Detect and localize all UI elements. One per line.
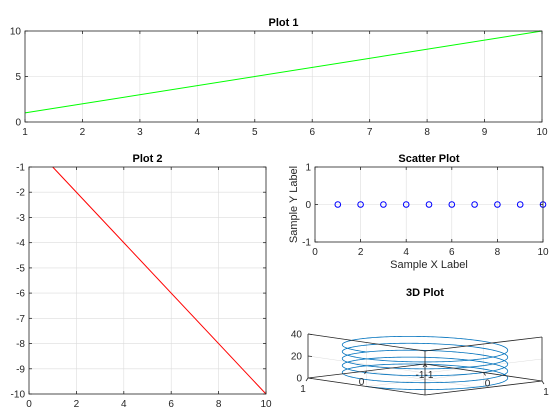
plot-3d-x-tick xyxy=(541,380,545,385)
plot-3d-z-tick xyxy=(307,355,313,357)
plot-3d-z-tick xyxy=(307,333,313,335)
scatter-plot-point xyxy=(494,201,501,208)
plot-1-y-tick-label: 5 xyxy=(15,72,21,83)
plot-3d-box-edge xyxy=(307,333,426,352)
scatter-plot-y-axis-label: Sample Y Label xyxy=(288,166,300,243)
plot-2-x-tick-label: 8 xyxy=(216,399,222,410)
plot-2-axes-background xyxy=(29,167,266,394)
plot-1-y-tick-label: 0 xyxy=(15,118,21,129)
scatter-plot-x-tick-label: 6 xyxy=(449,247,455,258)
scatter-plot-y-tick-label: 1 xyxy=(305,163,311,174)
scatter-plot-x-tick-label: 4 xyxy=(403,247,409,258)
plot-2-data xyxy=(52,166,267,395)
plot-1: 1 2 3 4 5 6 7 8 9 10 0 5 10 Plot 1 xyxy=(10,17,548,138)
plot-1-x-tick-label: 4 xyxy=(195,127,201,138)
plot-2-title: Plot 2 xyxy=(133,153,163,165)
plot-3d-box-edge xyxy=(424,336,543,352)
plot-2-x-tick-label: 6 xyxy=(168,399,174,410)
scatter-plot-x-tick-label: 2 xyxy=(358,247,364,258)
plot-2-x-tick-label: 10 xyxy=(260,399,272,410)
scatter-plot-y-tick-label: -1 xyxy=(302,238,311,249)
plot-3d-x-tick-label: 1 xyxy=(543,387,549,398)
plot-2-x-tick-label: 0 xyxy=(26,399,32,410)
scatter-plot-point xyxy=(380,201,387,208)
plot-2-y-tick-label: -6 xyxy=(16,289,25,300)
plot-2-y-tick-label: -10 xyxy=(11,390,26,401)
plot-2: 0 2 4 6 8 10 -10 -9 -8 -7 -6 -5 -4 -3 -2 -1 Plot 2 xyxy=(11,153,272,410)
plot-3d-x-tick xyxy=(483,372,486,376)
plot-3d-y-tick xyxy=(422,363,426,368)
plot-3d-y-tick-label: -1 xyxy=(416,370,425,381)
scatter-plot-point xyxy=(448,201,456,208)
plot-1-title: Plot 1 xyxy=(269,17,299,29)
plot-2-y-tick-label: -4 xyxy=(16,238,25,249)
plot-2-y-tick-label: -5 xyxy=(16,263,25,274)
plot-3d-y-tick-label: 1 xyxy=(300,384,306,395)
plot-2-y-tick-label: -7 xyxy=(16,314,25,325)
plot-3d-z-tick-label: 0 xyxy=(296,374,302,385)
plot-3d-title: 3D Plot xyxy=(406,287,444,299)
scatter-plot-x-tick-label: 8 xyxy=(495,247,501,258)
plot-3d-y-tick-label: 0 xyxy=(359,377,365,388)
plot-1-series-line xyxy=(24,30,543,114)
plot-3d-z-tick-label: 20 xyxy=(291,352,303,363)
scatter-plot-y-tick-label: 0 xyxy=(305,200,311,211)
plot-1-x-tick-label: 7 xyxy=(367,127,373,138)
plot-1-data xyxy=(24,30,543,114)
plot-1-x-tick-label: 9 xyxy=(482,127,488,138)
plot-2-y-tick-label: -3 xyxy=(16,213,25,224)
plot-3d-x-tick-label: 0 xyxy=(485,379,491,390)
scatter-plot-title: Scatter Plot xyxy=(398,153,459,165)
plot-1-x-tick-label: 8 xyxy=(424,127,430,138)
plot-3d-y-tick xyxy=(364,370,367,375)
plot-2-y-tick-label: -9 xyxy=(16,364,25,375)
scatter-plot-point xyxy=(516,201,524,208)
plot-1-x-tick-label: 5 xyxy=(252,127,258,138)
scatter-plot-point xyxy=(425,201,433,208)
plot-1-x-tick-label: 3 xyxy=(137,127,143,138)
plot-3d-x-tick xyxy=(424,363,428,368)
scatter-plot-point xyxy=(471,201,478,208)
plot-2-y-tick-label: -2 xyxy=(16,188,25,199)
plot-2-series-line xyxy=(52,166,267,395)
plot-3d-x-tick-label: -1 xyxy=(425,370,434,381)
scatter-plot-x-tick-label: 10 xyxy=(537,247,549,258)
scatter-plot-x-axis-label: Sample X Label xyxy=(390,259,468,271)
plot-3d-helix-line xyxy=(341,335,509,391)
plot-3d-box-edge xyxy=(307,377,426,396)
scatter-plot-point xyxy=(402,201,410,208)
plot-2-y-tick-label: -8 xyxy=(16,339,25,350)
scatter-plot-point xyxy=(334,201,342,208)
plot-2-y-tick-label: -1 xyxy=(16,163,25,174)
plot-1-x-tick-label: 10 xyxy=(536,127,548,138)
plot-1-y-tick-label: 10 xyxy=(10,27,22,38)
plot-1-x-tick-label: 2 xyxy=(80,127,86,138)
scatter-plot-point xyxy=(357,201,364,208)
plot-3d-y-tick xyxy=(305,377,309,382)
plot-2-x-tick-label: 2 xyxy=(74,399,80,410)
plot-3d-z-tick xyxy=(307,377,313,379)
plot-1-x-tick-label: 1 xyxy=(22,127,28,138)
plot-3d-box-edge xyxy=(424,380,543,396)
plot-2-axes-frame xyxy=(28,166,267,395)
scatter-plot-x-tick-label: 0 xyxy=(312,247,318,258)
plot-3d-z-tick-label: 40 xyxy=(291,330,303,341)
plot-1-x-tick-label: 6 xyxy=(309,127,315,138)
plot-2-x-tick-label: 4 xyxy=(121,399,127,410)
